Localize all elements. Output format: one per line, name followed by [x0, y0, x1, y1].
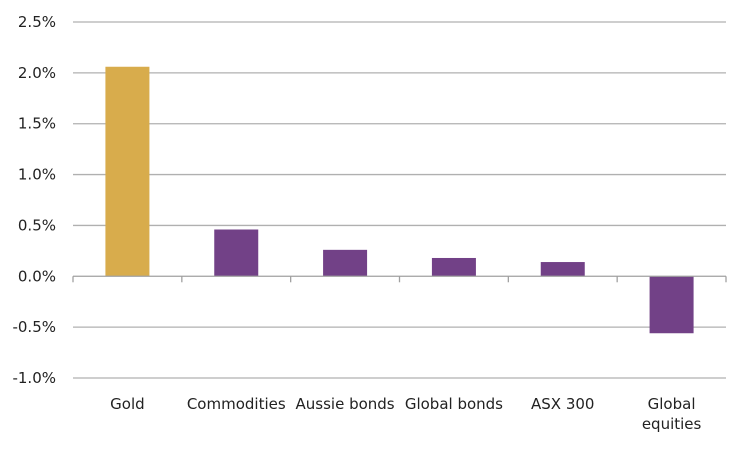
x-axis-category-labels: Gold Commodities Aussie bonds Global bonds A… [110, 395, 701, 433]
gridlines [73, 21, 726, 379]
bar-global-equities [649, 276, 694, 334]
x-category-label: Commodities [187, 395, 286, 413]
x-category-label: Aussie bonds [296, 395, 395, 413]
y-tick-label: 0.0% [18, 267, 56, 285]
x-category-label: equities [642, 415, 702, 433]
y-tick-label: -1.0% [12, 369, 56, 387]
y-tick-label: 1.5% [18, 115, 56, 133]
x-category-label: Global [648, 395, 696, 413]
x-category-label: ASX 300 [531, 395, 594, 413]
bars [105, 66, 694, 334]
y-tick-label: 0.5% [18, 216, 56, 234]
x-axis [72, 275, 727, 283]
x-category-label: Global bonds [405, 395, 503, 413]
bar-aussie-bonds [323, 249, 368, 277]
bar-global-bonds [431, 257, 476, 277]
bar-commodities [214, 229, 259, 277]
y-tick-label: 2.0% [18, 64, 56, 82]
y-axis-tick-labels: 2.5% 2.0% 1.5% 1.0% 0.5% 0.0% -0.5% -1.0% [12, 13, 56, 387]
bar-gold [105, 66, 150, 277]
y-tick-label: 1.0% [18, 166, 56, 184]
bar-asx-300 [540, 262, 585, 277]
x-category-label: Gold [110, 395, 145, 413]
y-tick-label: 2.5% [18, 13, 56, 31]
y-tick-label: -0.5% [12, 318, 56, 336]
